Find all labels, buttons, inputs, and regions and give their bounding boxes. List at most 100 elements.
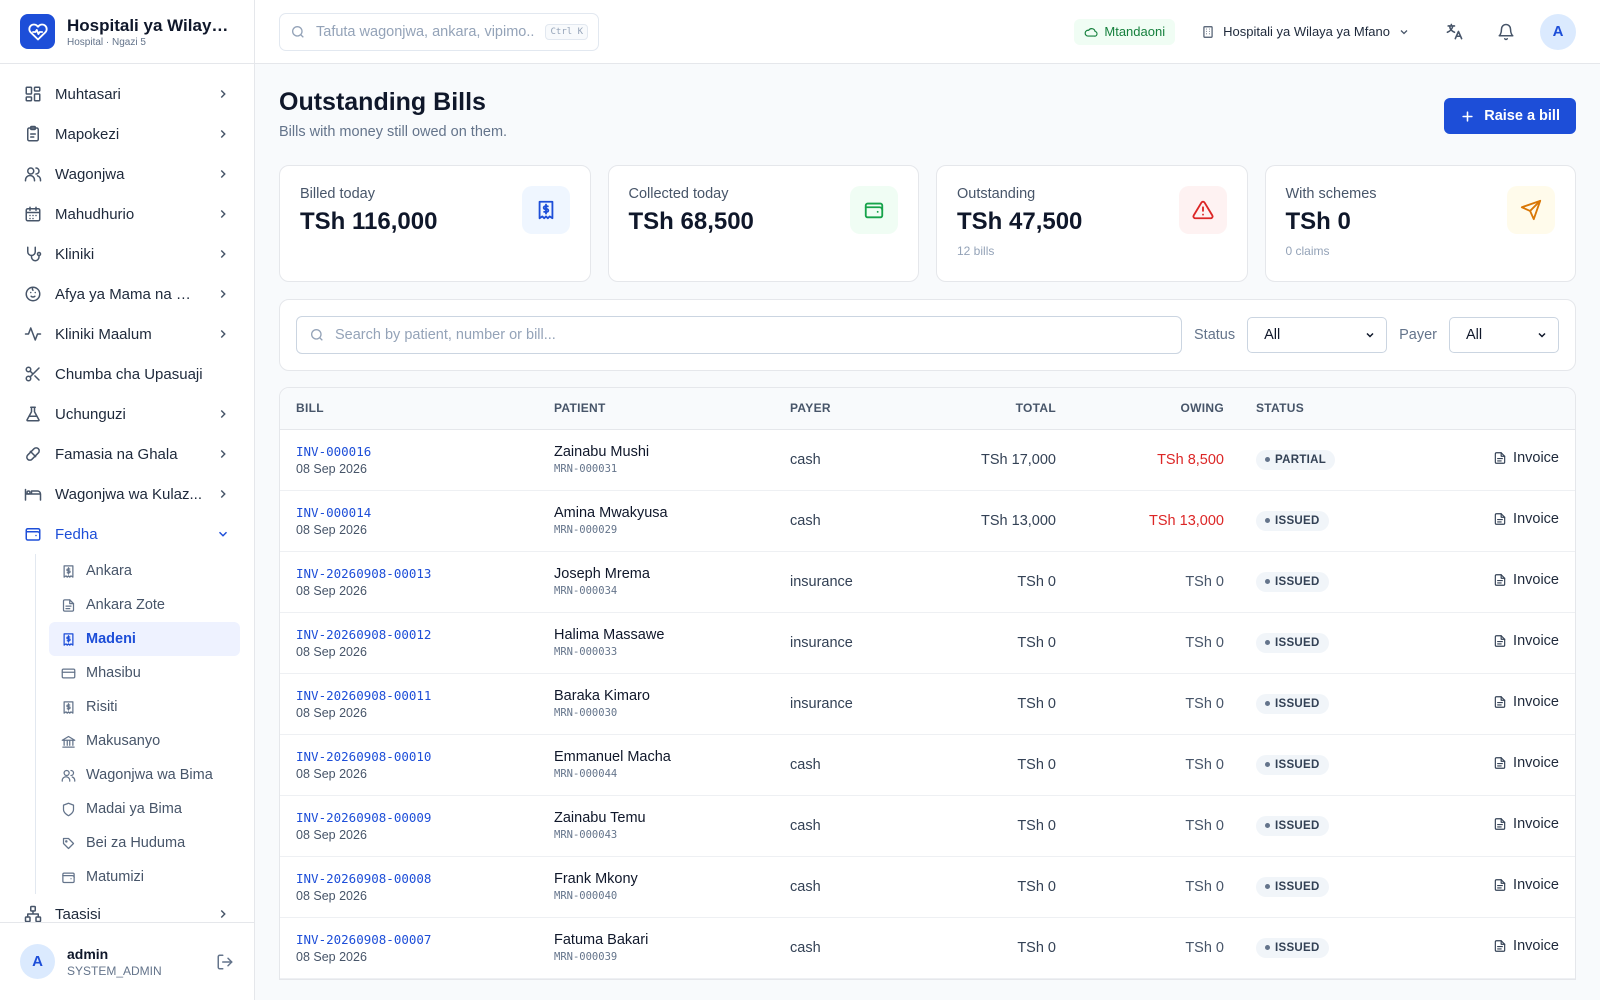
page-title: Outstanding Bills	[279, 88, 486, 116]
table-row[interactable]: INV-20260908-00013 08 Sep 2026 Joseph Mr…	[280, 551, 1575, 613]
sidebar-item[interactable]: Muhtasari	[14, 74, 240, 114]
status-badge-label: ISSUED	[1275, 514, 1320, 527]
finance-subnav-item[interactable]: Mhasibu	[49, 656, 240, 690]
bill-number-link[interactable]: INV-20260908-00013	[296, 565, 432, 581]
finance-subnav-item[interactable]: Ankara	[49, 554, 240, 588]
sidebar-item[interactable]: Mahudhurio	[14, 194, 240, 234]
file-icon	[1494, 635, 1506, 647]
sidebar: Hospitali ya Wilaya ... Hospital · Ngazi…	[0, 0, 255, 1000]
file-icon	[1494, 940, 1506, 952]
avatar[interactable]: A	[20, 944, 55, 979]
sidebar-item[interactable]: Wagonjwa	[14, 154, 240, 194]
payer-filter-select[interactable]: All	[1449, 317, 1559, 353]
tag-icon	[62, 837, 75, 849]
invoice-link[interactable]: Invoice	[1493, 877, 1559, 893]
user-avatar-button[interactable]: A	[1540, 13, 1576, 50]
finance-subnav-label: Madeni	[86, 631, 136, 647]
chevron-right-icon	[220, 169, 226, 179]
invoice-link[interactable]: Invoice	[1493, 511, 1559, 527]
invoice-link-label: Invoice	[1513, 755, 1559, 771]
sidebar-item[interactable]: Wagonjwa wa Kulaz...	[14, 474, 240, 514]
invoice-link[interactable]: Invoice	[1493, 633, 1559, 649]
sidebar-item[interactable]: Mapokezi	[14, 114, 240, 154]
bill-number-link[interactable]: INV-20260908-00012	[296, 626, 432, 642]
patient-name: Fatuma Bakari	[554, 932, 649, 948]
finance-subnav-item[interactable]: Madai ya Bima	[49, 792, 240, 826]
invoice-link[interactable]: Invoice	[1493, 450, 1559, 466]
global-search-input[interactable]: Tafuta wagonjwa, ankara, vipimo... Ctrl …	[279, 12, 599, 51]
sidebar-item-label: Famasia na Ghala	[55, 445, 178, 463]
table-row[interactable]: INV-20260908-00008 08 Sep 2026 Frank Mko…	[280, 856, 1575, 918]
col-payer[interactable]: PAYER	[774, 388, 904, 430]
table-row[interactable]: INV-20260908-00010 08 Sep 2026 Emmanuel …	[280, 734, 1575, 796]
payer-cell: cash	[774, 856, 904, 918]
col-owing[interactable]: OWING	[1072, 388, 1240, 430]
table-row[interactable]: INV-000014 08 Sep 2026 Amina Mwakyusa MR…	[280, 490, 1575, 552]
finance-subnav-item[interactable]: Makusanyo	[49, 724, 240, 758]
card-icon	[61, 668, 76, 678]
bill-number-link[interactable]: INV-20260908-00008	[296, 870, 432, 886]
language-button[interactable]	[1436, 14, 1472, 50]
bill-search-input[interactable]: Search by patient, number or bill...	[296, 316, 1182, 354]
invoice-link-label: Invoice	[1513, 633, 1559, 649]
status-filter-select[interactable]: All	[1247, 317, 1388, 353]
sidebar-item[interactable]: Kliniki	[14, 234, 240, 274]
col-status[interactable]: STATUS	[1240, 388, 1419, 430]
user-name: admin	[67, 945, 109, 962]
chevron-right-icon	[220, 489, 226, 499]
chevron-down-icon	[1538, 332, 1546, 338]
patient-mrn: MRN-000043	[554, 829, 618, 841]
table-row[interactable]: INV-20260908-00012 08 Sep 2026 Halima Ma…	[280, 612, 1575, 674]
invoice-link[interactable]: Invoice	[1493, 694, 1559, 710]
stat-label: Outstanding	[957, 186, 1036, 202]
finance-subnav-item[interactable]: Matumizi	[49, 860, 240, 894]
stat-value: TSh 116,000	[300, 208, 438, 235]
bill-number-link[interactable]: INV-000014	[296, 504, 372, 520]
invoice-link[interactable]: Invoice	[1493, 755, 1559, 771]
sidebar-item[interactable]: Uchunguzi	[14, 394, 240, 434]
col-bill[interactable]: BILL	[280, 388, 538, 430]
notifications-button[interactable]	[1488, 14, 1524, 50]
status-badge: ISSUED	[1256, 571, 1329, 592]
user-box: A admin SYSTEM_ADMIN	[0, 922, 254, 1000]
bill-number-link[interactable]: INV-000016	[296, 443, 372, 459]
logout-icon[interactable]	[216, 953, 234, 971]
payer-cell: cash	[774, 795, 904, 857]
sidebar-item[interactable]: Kliniki Maalum	[14, 314, 240, 354]
raise-bill-button[interactable]: Raise a bill	[1444, 98, 1576, 134]
finance-subnav-label: Madai ya Bima	[86, 801, 182, 817]
payer-filter-label: Payer	[1399, 327, 1437, 343]
finance-subnav-item[interactable]: Wagonjwa wa Bima	[49, 758, 240, 792]
stat-label: With schemes	[1285, 186, 1377, 202]
invoice-link[interactable]: Invoice	[1493, 572, 1559, 588]
finance-subnav-item[interactable]: Madeni	[49, 622, 240, 656]
col-patient[interactable]: PATIENT	[538, 388, 774, 430]
brand[interactable]: Hospitali ya Wilaya ... Hospital · Ngazi…	[0, 0, 254, 64]
invoice-link[interactable]: Invoice	[1493, 816, 1559, 832]
invoice-link[interactable]: Invoice	[1493, 938, 1559, 954]
col-total[interactable]: TOTAL	[904, 388, 1072, 430]
patient-name: Halima Massawe	[554, 627, 665, 643]
finance-subnav-item[interactable]: Ankara Zote	[49, 588, 240, 622]
finance-subnav-item[interactable]: Bei za Huduma	[49, 826, 240, 860]
sidebar-item[interactable]: Famasia na Ghala	[14, 434, 240, 474]
brand-subtitle: Hospital · Ngazi 5	[67, 36, 146, 48]
bill-number-link[interactable]: INV-20260908-00007	[296, 931, 432, 947]
bill-search-placeholder: Search by patient, number or bill...	[335, 327, 556, 343]
table-row[interactable]: INV-20260908-00007 08 Sep 2026 Fatuma Ba…	[280, 917, 1575, 979]
facility-name: Hospitali ya Wilaya ya Mfano	[1223, 24, 1390, 39]
table-row[interactable]: INV-20260908-00009 08 Sep 2026 Zainabu T…	[280, 795, 1575, 857]
sidebar-item[interactable]: Fedha	[14, 514, 240, 554]
sidebar-item[interactable]: Afya ya Mama na Mt...	[14, 274, 240, 314]
bill-number-link[interactable]: INV-20260908-00009	[296, 809, 432, 825]
sidebar-item[interactable]: Chumba cha Upasuaji	[14, 354, 240, 394]
table-row[interactable]: INV-20260908-00011 08 Sep 2026 Baraka Ki…	[280, 673, 1575, 735]
stat-card: With schemes TSh 0 0 claims	[1264, 165, 1576, 282]
table-row[interactable]: INV-000016 08 Sep 2026 Zainabu Mushi MRN…	[280, 429, 1575, 491]
bill-number-link[interactable]: INV-20260908-00010	[296, 748, 432, 764]
finance-subnav-item[interactable]: Risiti	[49, 690, 240, 724]
invoice-link-label: Invoice	[1513, 938, 1559, 954]
sidebar-item[interactable]: Taasisi	[14, 894, 240, 922]
bill-number-link[interactable]: INV-20260908-00011	[296, 687, 432, 703]
facility-selector[interactable]: Hospitali ya Wilaya ya Mfano	[1191, 24, 1420, 39]
